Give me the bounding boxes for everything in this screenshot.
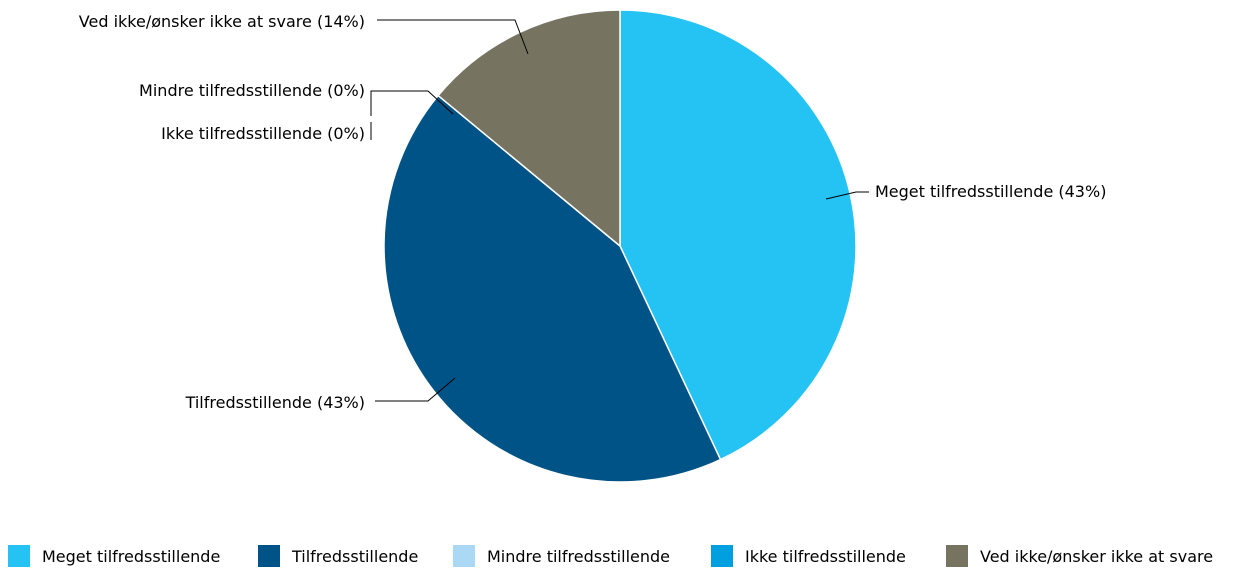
legend-item-mindre-tilfredsstillende[interactable]: Mindre tilfredsstillende: [453, 545, 670, 567]
data-label-ikke-tilfredsstillende: Ikke tilfredsstillende (0%): [161, 124, 365, 143]
legend-item-ikke-tilfredsstillende[interactable]: Ikke tilfredsstillende: [711, 545, 906, 567]
data-labels-layer: Meget tilfredsstillende (43%) Tilfredssti…: [79, 12, 1107, 412]
data-label-ved-ikke-onsker-ikke-at-svare: Ved ikke/ønsker ikke at svare (14%): [79, 12, 365, 31]
legend-item-tilfredsstillende[interactable]: Tilfredsstillende: [258, 545, 418, 567]
leader-line-meget-tilfredsstillende: [825, 191, 869, 200]
legend-label-meget-tilfredsstillende: Meget tilfredsstillende: [42, 547, 220, 566]
slices-layer: [383, 9, 857, 483]
leader-line-tilfredsstillende: [375, 377, 456, 402]
legend: Meget tilfredsstillende Tilfredsstillende…: [8, 545, 1213, 567]
pie-slice-meget-tilfredsstillende: [619, 9, 857, 461]
legend-swatch-mindre-tilfredsstillende: [453, 545, 475, 567]
leader-line-ved-ikke-onsker-ikke-at-svare: [377, 19, 529, 55]
legend-swatch-meget-tilfredsstillende: [8, 545, 30, 567]
legend-item-meget-tilfredsstillende[interactable]: Meget tilfredsstillende: [8, 545, 220, 567]
data-label-meget-tilfredsstillende: Meget tilfredsstillende (43%): [875, 182, 1106, 201]
leader-lines-layer: [370, 19, 869, 402]
legend-label-tilfredsstillende: Tilfredsstillende: [291, 547, 418, 566]
legend-label-ved-ikke-onsker-ikke-at-svare: Ved ikke/ønsker ikke at svare: [980, 547, 1213, 566]
legend-label-mindre-tilfredsstillende: Mindre tilfredsstillende: [487, 547, 670, 566]
legend-swatch-tilfredsstillende: [258, 545, 280, 567]
legend-item-ved-ikke-onsker-ikke-at-svare[interactable]: Ved ikke/ønsker ikke at svare: [946, 545, 1213, 567]
data-label-mindre-tilfredsstillende: Mindre tilfredsstillende (0%): [139, 81, 365, 100]
legend-swatch-ikke-tilfredsstillende: [711, 545, 733, 567]
legend-swatch-ved-ikke-onsker-ikke-at-svare: [946, 545, 968, 567]
pie-slice-tilfredsstillende: [383, 94, 722, 483]
legend-label-ikke-tilfredsstillende: Ikke tilfredsstillende: [745, 547, 906, 566]
data-label-tilfredsstillende: Tilfredsstillende (43%): [185, 393, 365, 412]
leader-line-mindre-tilfredsstillende: [370, 90, 454, 116]
